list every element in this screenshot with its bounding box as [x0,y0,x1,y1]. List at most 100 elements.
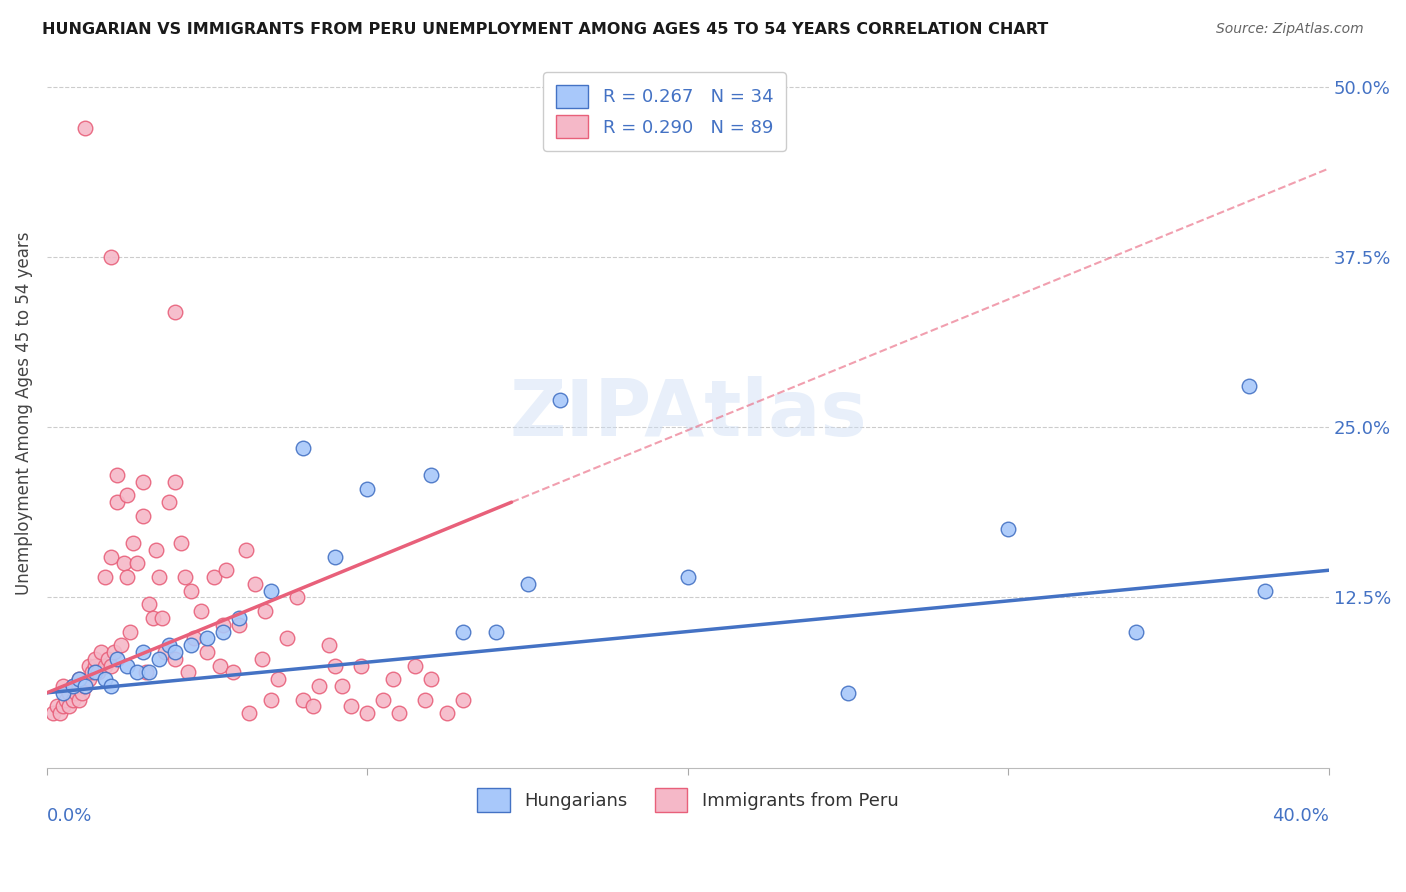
Point [356,706,378,721]
Point [453,624,475,639]
Point [84,658,107,673]
Point [157,638,180,652]
Point [132,508,155,523]
Point [48,706,70,721]
Point [125,665,148,680]
Point [676,570,699,584]
Point [202,570,225,584]
Point [148,652,170,666]
Point [132,475,155,489]
Point [145,542,167,557]
Point [404,658,426,673]
Point [115,658,138,673]
Point [436,706,458,721]
Point [157,495,180,509]
Point [90,645,112,659]
Point [195,632,218,646]
Point [250,652,273,666]
Point [62,692,84,706]
Point [100,679,122,693]
Point [180,638,202,652]
Point [93,570,115,584]
Point [195,645,218,659]
Text: ZIPAtlas: ZIPAtlas [509,376,866,451]
Text: Source: ZipAtlas.com: Source: ZipAtlas.com [1216,22,1364,37]
Point [165,652,187,666]
Point [120,624,142,639]
Point [70,686,93,700]
Point [388,706,411,721]
Point [55,692,77,706]
Point [170,536,193,550]
Point [165,475,187,489]
Point [125,557,148,571]
Point [75,120,97,135]
Point [212,617,235,632]
Point [837,686,859,700]
Point [52,686,75,700]
Point [52,679,75,693]
Point [67,672,90,686]
Point [245,577,267,591]
Point [122,536,145,550]
Point [516,577,538,591]
Point [58,699,80,714]
Point [67,672,90,686]
Point [93,672,115,686]
Point [330,679,353,693]
Legend: Hungarians, Immigrants from Peru: Hungarians, Immigrants from Peru [470,781,905,819]
Point [208,658,231,673]
Point [484,624,506,639]
Point [165,645,187,659]
Point [87,665,110,680]
Point [302,699,325,714]
Point [100,549,122,564]
Point [84,665,107,680]
Point [52,699,75,714]
Point [228,611,250,625]
Point [212,624,235,639]
Point [548,392,571,407]
Point [105,652,128,666]
Point [413,692,436,706]
Point [58,686,80,700]
Point [150,611,173,625]
Point [100,250,122,264]
Point [308,679,330,693]
Point [165,304,187,318]
Point [382,672,405,686]
Point [183,632,205,646]
Point [1253,583,1275,598]
Point [80,665,103,680]
Point [77,672,100,686]
Point [142,611,165,625]
Point [62,679,84,693]
Text: 40.0%: 40.0% [1272,806,1329,824]
Point [84,652,107,666]
Point [285,591,308,605]
Point [453,692,475,706]
Point [238,706,260,721]
Point [110,638,132,652]
Point [276,632,298,646]
Point [97,652,120,666]
Point [42,706,65,721]
Point [190,604,212,618]
Point [356,482,378,496]
Point [132,645,155,659]
Point [112,557,135,571]
Point [67,692,90,706]
Point [148,570,170,584]
Point [420,467,443,482]
Point [177,665,200,680]
Point [235,542,257,557]
Point [115,570,138,584]
Point [115,488,138,502]
Point [1237,379,1260,393]
Point [340,699,363,714]
Point [75,679,97,693]
Point [1125,624,1147,639]
Point [67,679,90,693]
Point [77,658,100,673]
Point [323,658,346,673]
